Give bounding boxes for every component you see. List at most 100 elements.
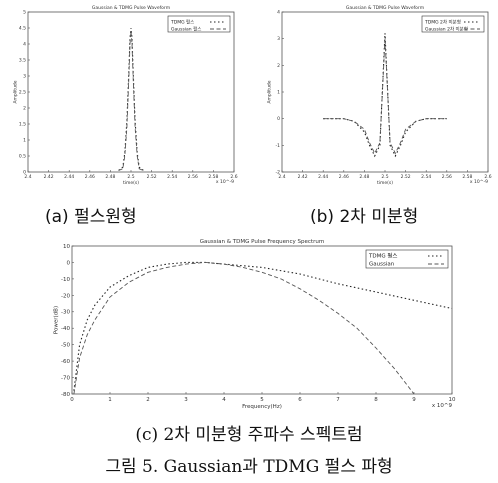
x-axis-label: Frequency(Hz) (242, 404, 282, 410)
series-line-2 (323, 38, 447, 155)
x-tick-label: 2.56 (188, 174, 198, 180)
x-tick-label: 2.4 (278, 174, 285, 180)
y-tick-label: 3 (277, 36, 280, 42)
legend-box (365, 249, 449, 269)
y-tick-label: 1 (23, 138, 26, 144)
x-tick-label: 2.46 (85, 174, 95, 180)
caption-a: (a) 펄스원형 (45, 207, 137, 227)
x-axis-label: time(s) (377, 180, 393, 186)
x-tick-label: 2.52 (147, 174, 157, 180)
y-axis-label: Power(dB) (54, 306, 60, 334)
x-tick-label: 2.46 (339, 174, 349, 180)
x-tick-label: 7 (336, 397, 340, 403)
y-axis-label: Amplitude (266, 80, 272, 103)
y-tick-label: 0 (67, 260, 71, 266)
y-tick-label: -2 (276, 170, 281, 176)
x-tick-label: 3 (184, 397, 188, 403)
series-line-2 (118, 31, 144, 171)
legend-box (421, 15, 485, 33)
x-tick-label: 2.5 (381, 174, 388, 180)
x-tick-label: 2.4 (24, 174, 31, 180)
x-tick-label: 2.56 (442, 174, 452, 180)
legend-label: TDMG 2차 미분형 (424, 19, 461, 26)
y-tick-label: 2.5 (19, 90, 26, 96)
legend-label: Gaussian 펄스 (171, 26, 201, 33)
y-tick-label: 3.5 (19, 58, 26, 64)
plot-frame (27, 11, 235, 173)
legend-label: TDMG 펄스 (170, 19, 194, 26)
y-tick-label: 0.5 (19, 154, 26, 160)
x-tick-label: 2.44 (64, 174, 74, 180)
chart-b: Gaussian & TDMG Pulse Waveform 2.4 2.42 2.4… (266, 5, 491, 186)
legend-box (167, 15, 231, 33)
x-tick-label: 9 (412, 397, 416, 403)
y-tick-label: 1.5 (19, 122, 26, 128)
x-axis-label: time(s) (123, 180, 139, 186)
y-tick-label: -80 (61, 392, 70, 398)
series-line-1 (323, 33, 447, 158)
x-tick-label: 2.52 (401, 174, 411, 180)
x-tick-label: 2 (146, 397, 150, 403)
x-tick-label: 2.6 (230, 174, 237, 180)
chart-c: Gaussian & TDMG Pulse Frequency Spectrum… (54, 239, 456, 410)
series-line-1 (73, 261, 453, 391)
series-line-2 (73, 261, 415, 395)
chart-title: Gaussian & TDMG Pulse Waveform (346, 5, 424, 11)
figure-caption: 그림 5. Gaussian과 TDMG 펄스 파형 (105, 457, 393, 477)
chart-b-panel: Gaussian & TDMG Pulse Waveform 2.4 2.42 2.4… (256, 2, 496, 188)
chart-a: Gaussian & TDMG Pulse Waveform 2.4 2.42 2.4… (12, 5, 237, 186)
x-tick-label: 2.42 (298, 174, 308, 180)
x-exponent: x 10^-9 (470, 179, 488, 185)
x-tick-label: 2.42 (44, 174, 54, 180)
y-tick-label: 4.5 (19, 26, 26, 32)
chart-a-panel: Gaussian & TDMG Pulse Waveform 2.4 2.42 2.4… (2, 2, 242, 188)
x-tick-label: 2.44 (318, 174, 328, 180)
y-tick-label: 5 (23, 10, 26, 16)
x-tick-label: 2.5 (127, 174, 134, 180)
y-tick-label: -20 (61, 293, 70, 299)
y-tick-label: -10 (61, 277, 70, 283)
x-tick-label: 6 (298, 397, 302, 403)
x-exponent: x 10^9 (432, 403, 453, 409)
x-tick-label: 2.48 (105, 174, 115, 180)
x-tick-label: 10 (449, 397, 456, 403)
x-exponent: x 10^-9 (216, 179, 234, 185)
y-tick-label: 0 (23, 170, 26, 176)
x-tick-label: 2.48 (359, 174, 369, 180)
plot-frame (281, 11, 489, 173)
y-tick-label: -40 (61, 326, 70, 332)
y-tick-label: 4 (277, 10, 280, 16)
chart-title: Gaussian & TDMG Pulse Frequency Spectrum (200, 239, 324, 245)
chart-title: Gaussian & TDMG Pulse Waveform (92, 5, 170, 11)
y-tick-label: 2 (277, 63, 280, 69)
y-tick-label: 4 (23, 42, 26, 48)
x-tick-label: 2.58 (462, 174, 472, 180)
series-line-1 (118, 27, 144, 171)
y-tick-label: -30 (61, 310, 70, 316)
x-tick-label: 4 (222, 397, 226, 403)
y-tick-label: 1 (277, 90, 280, 96)
caption-b: (b) 2차 미분형 (310, 207, 419, 227)
x-tick-label: 0 (70, 397, 74, 403)
y-tick-label: -50 (61, 343, 70, 349)
y-tick-label: 10 (63, 244, 70, 250)
plot-frame (71, 245, 453, 395)
y-tick-label: 2 (23, 106, 26, 112)
x-tick-label: 2.6 (484, 174, 491, 180)
y-tick-label: -70 (61, 375, 70, 381)
x-tick-label: 5 (260, 397, 264, 403)
x-tick-label: 1 (108, 397, 112, 403)
y-tick-label: 3 (23, 74, 26, 80)
x-tick-label: 2.54 (167, 174, 177, 180)
x-tick-label: 2.58 (208, 174, 218, 180)
caption-c: (c) 2차 미분형 주파수 스펙트럼 (135, 425, 363, 445)
x-tick-label: 8 (374, 397, 378, 403)
y-tick-label: -1 (276, 143, 281, 149)
legend-label: Gaussian (369, 262, 395, 268)
legend-label: Gaussian 2차 미분형 (425, 26, 468, 33)
y-tick-label: 0 (277, 116, 280, 122)
y-axis-label: Amplitude (12, 80, 18, 103)
x-tick-label: 2.54 (421, 174, 431, 180)
chart-c-panel: Gaussian & TDMG Pulse Frequency Spectrum… (40, 236, 480, 412)
legend-label: TDMG 펄스 (368, 252, 397, 260)
